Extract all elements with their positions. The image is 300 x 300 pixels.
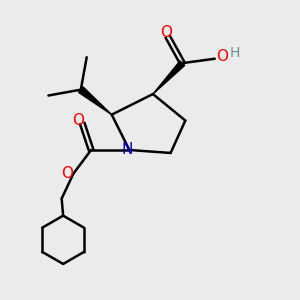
- Polygon shape: [153, 61, 185, 94]
- Text: O: O: [72, 113, 84, 128]
- Text: N: N: [122, 142, 133, 157]
- Polygon shape: [79, 87, 112, 115]
- Text: O: O: [61, 166, 73, 181]
- Text: O: O: [216, 49, 228, 64]
- Text: O: O: [160, 25, 172, 40]
- Text: H: H: [230, 46, 240, 60]
